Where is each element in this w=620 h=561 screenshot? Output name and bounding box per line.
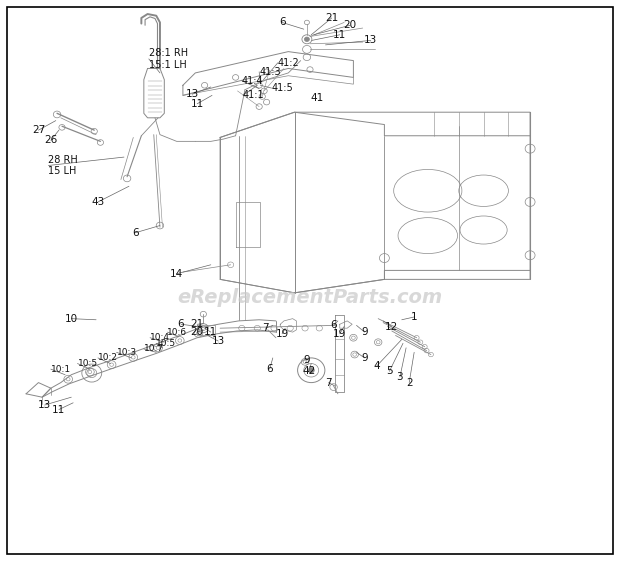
- Text: 7: 7: [326, 378, 332, 388]
- Text: 41:1: 41:1: [243, 90, 265, 100]
- Text: 14: 14: [170, 269, 184, 279]
- Text: 21: 21: [190, 319, 204, 329]
- Text: 41:5: 41:5: [272, 83, 293, 93]
- Text: 13: 13: [364, 35, 378, 45]
- Text: 10: 10: [64, 314, 78, 324]
- Text: 3: 3: [397, 372, 403, 382]
- Text: 11: 11: [333, 30, 347, 40]
- Text: 13: 13: [185, 89, 199, 99]
- Text: 9: 9: [304, 355, 310, 365]
- Text: 10:4: 10:4: [150, 333, 170, 342]
- Text: 10:3: 10:3: [117, 348, 136, 357]
- Text: 13: 13: [211, 336, 225, 346]
- Text: eReplacementParts.com: eReplacementParts.com: [177, 288, 443, 307]
- Text: 19: 19: [275, 329, 289, 339]
- Text: 28:1 RH
15:1 LH: 28:1 RH 15:1 LH: [149, 48, 188, 70]
- Text: 10:5: 10:5: [78, 359, 97, 368]
- Text: 6: 6: [279, 17, 285, 27]
- Text: 9: 9: [361, 353, 368, 363]
- Text: 7: 7: [262, 323, 268, 333]
- Text: 41:2: 41:2: [278, 58, 299, 68]
- Text: 10:5: 10:5: [156, 339, 176, 348]
- Text: 27: 27: [32, 125, 45, 135]
- Text: 28 RH
15 LH: 28 RH 15 LH: [48, 155, 78, 176]
- Text: 42: 42: [302, 366, 316, 376]
- Text: 10:1: 10:1: [51, 365, 71, 374]
- Text: 43: 43: [91, 197, 105, 207]
- Text: 10:7: 10:7: [144, 344, 164, 353]
- Text: 26: 26: [44, 135, 58, 145]
- Text: 6: 6: [267, 364, 273, 374]
- Text: 12: 12: [385, 321, 399, 332]
- Text: 20: 20: [190, 327, 204, 337]
- Text: 11: 11: [190, 99, 204, 109]
- Text: 10:2: 10:2: [98, 353, 118, 362]
- Text: 41:3: 41:3: [259, 67, 281, 77]
- Text: 19: 19: [333, 329, 347, 339]
- Text: 41: 41: [311, 93, 324, 103]
- Text: 11: 11: [204, 327, 218, 337]
- Text: 9: 9: [361, 327, 368, 337]
- Circle shape: [304, 37, 309, 42]
- Text: 13: 13: [38, 400, 51, 410]
- Text: 6: 6: [178, 319, 184, 329]
- Text: 11: 11: [52, 404, 66, 415]
- Text: 20: 20: [343, 20, 357, 30]
- Text: 1: 1: [411, 312, 417, 322]
- Text: 2: 2: [406, 378, 412, 388]
- Text: 4: 4: [374, 361, 380, 371]
- Text: 10:6: 10:6: [167, 328, 187, 337]
- Text: 41:4: 41:4: [242, 76, 264, 86]
- Text: 21: 21: [325, 13, 339, 23]
- Circle shape: [308, 367, 314, 373]
- Text: 6: 6: [132, 228, 138, 238]
- Text: 6: 6: [330, 320, 337, 330]
- Text: 5: 5: [386, 366, 392, 376]
